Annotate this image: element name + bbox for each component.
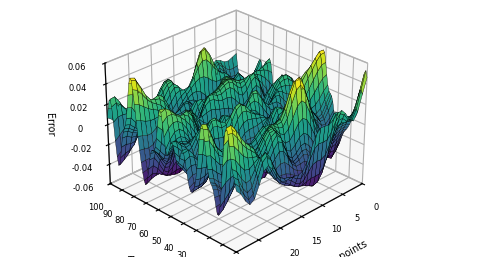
Y-axis label: Time: Time xyxy=(128,256,152,257)
X-axis label: Samping points: Samping points xyxy=(298,238,369,257)
